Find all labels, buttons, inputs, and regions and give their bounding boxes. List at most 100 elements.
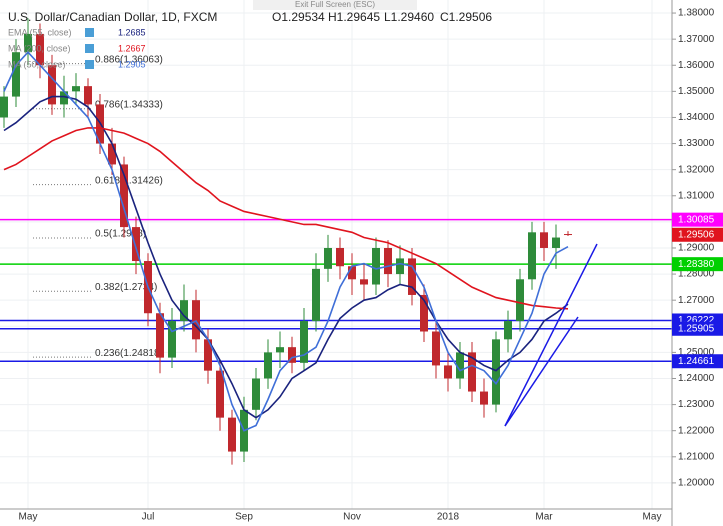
price-label-bg bbox=[672, 321, 723, 336]
candle-body bbox=[156, 313, 164, 358]
price-label: 1.30085 bbox=[678, 214, 715, 225]
candle-body bbox=[108, 143, 116, 165]
candle-body bbox=[492, 339, 500, 405]
candle-body bbox=[0, 96, 8, 118]
price-label-bg bbox=[672, 354, 723, 369]
y-tick-label: 1.29000 bbox=[678, 243, 715, 254]
candle-body bbox=[552, 237, 560, 248]
candle-body bbox=[564, 234, 572, 236]
candle-body bbox=[528, 232, 536, 280]
y-tick-label: 1.35000 bbox=[678, 86, 715, 97]
price-label-bg bbox=[672, 227, 723, 242]
indicator-line bbox=[3, 95, 569, 419]
plot-area: 0.886(1.36063) 0.786(1.34333) 0.618(1.3142… bbox=[0, 0, 672, 509]
y-tick-label: 1.24000 bbox=[678, 373, 715, 384]
candle-body bbox=[84, 86, 92, 105]
candle-body bbox=[480, 391, 488, 405]
price-label: 1.28380 bbox=[678, 259, 715, 270]
price-label: 1.26222 bbox=[678, 315, 715, 326]
candle-body bbox=[516, 279, 524, 322]
price-label: 1.29506 bbox=[678, 229, 715, 240]
candle-body bbox=[12, 52, 20, 97]
candle-body bbox=[60, 91, 68, 105]
candle-body bbox=[396, 258, 404, 275]
fib-label: 0.382(1.2734) bbox=[95, 282, 157, 293]
x-tick-label: Jul bbox=[142, 512, 155, 523]
ohlc-value: C1.29506 bbox=[440, 10, 492, 24]
candle-body bbox=[288, 347, 296, 363]
candle-body bbox=[420, 294, 428, 332]
indicator-line bbox=[3, 127, 569, 310]
candle-body bbox=[444, 365, 452, 379]
ohlc-value: H1.29645 bbox=[328, 10, 380, 24]
candle-body bbox=[540, 232, 548, 248]
x-tick-label: Sep bbox=[235, 512, 253, 523]
y-tick-label: 1.32000 bbox=[678, 164, 715, 175]
candle-body bbox=[24, 33, 32, 53]
price-label: 1.25905 bbox=[678, 323, 715, 334]
candle-body bbox=[456, 352, 464, 379]
trend-line bbox=[504, 316, 579, 427]
y-tick-label: 1.21000 bbox=[678, 451, 715, 462]
fib-label: 0.886(1.36063) bbox=[95, 54, 163, 65]
candle-body bbox=[252, 378, 260, 410]
candle-body bbox=[336, 247, 344, 267]
candle-body bbox=[276, 347, 284, 353]
candle-body bbox=[48, 65, 56, 105]
candle-body bbox=[468, 352, 476, 392]
y-tick-label: 1.34000 bbox=[678, 112, 715, 123]
legend-button[interactable] bbox=[85, 60, 94, 69]
candle-body bbox=[312, 268, 320, 322]
legend-name: MA (50, close) bbox=[8, 59, 66, 69]
candle-body bbox=[324, 247, 332, 269]
x-tick-label: May bbox=[19, 512, 38, 523]
legend-name: MA (200, close) bbox=[8, 43, 71, 53]
ohlc-value: O1.29534 bbox=[272, 10, 325, 24]
y-tick-label: 1.33000 bbox=[678, 138, 715, 149]
ohlc-value: L1.29460 bbox=[384, 10, 434, 24]
y-tick-label: 1.25000 bbox=[678, 347, 715, 358]
y-tick-label: 1.23000 bbox=[678, 399, 715, 410]
fullscreen-bar[interactable] bbox=[253, 0, 417, 10]
candle-body bbox=[300, 321, 308, 363]
candle-body bbox=[72, 86, 80, 92]
y-tick-label: 1.36000 bbox=[678, 60, 715, 71]
price-label-bg bbox=[672, 212, 723, 227]
y-tick-label: 1.31000 bbox=[678, 190, 715, 201]
price-label-bg bbox=[672, 257, 723, 272]
y-tick-label: 1.38000 bbox=[678, 8, 715, 19]
fullscreen-note[interactable]: Exit Full Screen (ESC) bbox=[295, 0, 375, 9]
fib-label: 0.5(1.2938) bbox=[95, 229, 146, 240]
fib-label: 0.786(1.34333) bbox=[95, 99, 163, 110]
candle-body bbox=[180, 300, 188, 322]
legend-value: 1.2685 bbox=[118, 27, 146, 37]
candle-body bbox=[432, 331, 440, 366]
indicator-line bbox=[3, 51, 569, 432]
candle-body bbox=[264, 352, 272, 379]
candle-body bbox=[348, 266, 356, 280]
trend-line bbox=[504, 243, 598, 427]
candle-body bbox=[168, 321, 176, 358]
candle-body bbox=[384, 247, 392, 275]
y-tick-label: 1.28000 bbox=[678, 269, 715, 280]
x-tick-label: Mar bbox=[535, 512, 553, 523]
candle-body bbox=[192, 300, 200, 340]
candle-body bbox=[228, 417, 236, 452]
price-label: 1.24661 bbox=[678, 356, 715, 367]
y-tick-label: 1.27000 bbox=[678, 295, 715, 306]
y-tick-label: 1.37000 bbox=[678, 34, 715, 45]
legend-value: 1.2905 bbox=[118, 59, 146, 69]
legend-value: 1.2667 bbox=[118, 43, 146, 53]
fib-label: 0.236(1.24818) bbox=[95, 348, 163, 359]
candle-body bbox=[216, 370, 224, 418]
y-tick-label: 1.22000 bbox=[678, 425, 715, 436]
x-tick-label: 2018 bbox=[437, 512, 460, 523]
legend-button[interactable] bbox=[85, 28, 94, 37]
y-tick-label: 1.20000 bbox=[678, 478, 715, 489]
candle-body bbox=[408, 258, 416, 295]
legend-button[interactable] bbox=[85, 44, 94, 53]
chart-title: U.S. Dollar/Canadian Dollar, 1D, FXCM bbox=[8, 10, 217, 24]
candle-body bbox=[504, 321, 512, 340]
